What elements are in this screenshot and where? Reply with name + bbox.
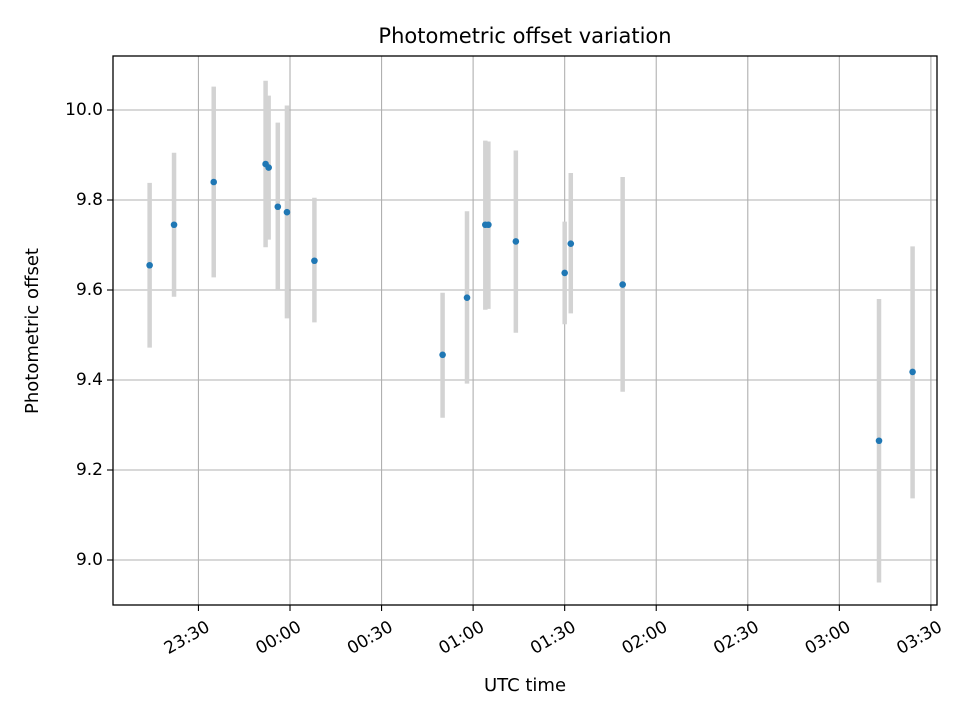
data-point bbox=[146, 261, 153, 269]
data-point bbox=[170, 221, 178, 229]
data-point bbox=[909, 368, 916, 376]
data-point bbox=[439, 351, 446, 359]
data-point bbox=[512, 238, 520, 245]
data-point bbox=[875, 437, 883, 445]
data-point bbox=[567, 240, 575, 247]
data-point bbox=[463, 294, 471, 301]
data-point bbox=[619, 281, 626, 288]
chart-title: Photometric offset variation bbox=[378, 24, 671, 48]
data-point bbox=[485, 221, 492, 229]
grid bbox=[113, 56, 937, 605]
data-point bbox=[265, 164, 272, 171]
y-tick-label: 9.0 bbox=[76, 550, 103, 570]
data-points bbox=[146, 160, 916, 445]
y-tick-label: 9.6 bbox=[76, 280, 103, 300]
y-tick-label: 9.8 bbox=[76, 190, 103, 210]
y-tick-label: 9.4 bbox=[76, 370, 103, 390]
y-tick-label: 10.0 bbox=[65, 100, 103, 120]
x-axis-title: UTC time bbox=[484, 675, 566, 696]
plot-frame bbox=[112, 55, 938, 606]
y-axis-title: Photometric offset bbox=[22, 248, 43, 414]
data-point bbox=[283, 208, 291, 216]
data-point bbox=[274, 203, 282, 211]
y-tick-label: 9.2 bbox=[76, 460, 103, 480]
y-axis: 9.0 9.2 9.4 9.6 9.8 10.0 bbox=[65, 100, 113, 570]
data-point bbox=[210, 178, 218, 186]
data-point bbox=[311, 257, 318, 265]
data-point bbox=[561, 269, 568, 277]
